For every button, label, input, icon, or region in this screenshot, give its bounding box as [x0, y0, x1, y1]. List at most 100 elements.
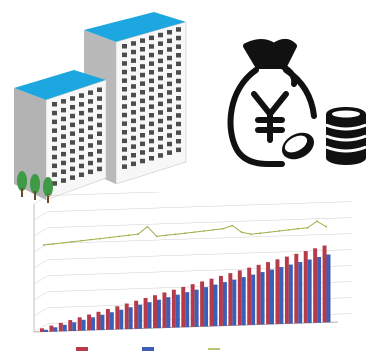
window [70, 175, 75, 180]
bar-series-2 [134, 300, 139, 329]
line-point [212, 229, 215, 231]
window [158, 84, 163, 89]
window [97, 149, 102, 154]
line-point [146, 225, 149, 228]
window [79, 163, 84, 169]
window [61, 116, 66, 122]
bar-series-2 [200, 281, 205, 327]
window [79, 119, 84, 125]
window [167, 64, 172, 69]
window [140, 64, 145, 69]
window [176, 35, 181, 41]
line-point [61, 242, 64, 244]
window [97, 87, 102, 92]
window [140, 81, 145, 86]
bar-series-1 [288, 264, 293, 324]
window [140, 90, 145, 95]
window [131, 161, 136, 167]
window [149, 70, 154, 75]
window [158, 110, 163, 115]
window [52, 172, 57, 177]
gridline [47, 233, 353, 244]
window [167, 107, 172, 112]
gridline [33, 307, 49, 317]
window [176, 113, 181, 118]
window [52, 154, 57, 160]
window [122, 61, 127, 66]
window [70, 140, 75, 145]
line-point [203, 230, 205, 232]
bar-series-2 [247, 267, 252, 325]
line-point [99, 237, 102, 240]
window [52, 102, 57, 107]
window [70, 122, 75, 128]
window [149, 61, 154, 66]
bar-series-1 [119, 309, 124, 330]
window [97, 96, 102, 101]
window [52, 119, 57, 125]
line-point [174, 233, 177, 236]
window [88, 108, 93, 113]
window [122, 69, 127, 75]
window [167, 38, 172, 44]
line-point [268, 231, 271, 233]
window [140, 141, 145, 147]
window [61, 99, 66, 104]
window [70, 157, 75, 163]
window [70, 113, 75, 119]
window [167, 150, 172, 155]
window [158, 67, 163, 72]
gridline [47, 249, 353, 260]
apartment-buildings-icon [14, 12, 187, 203]
window [79, 146, 84, 151]
window [61, 160, 66, 166]
bar-series-1 [62, 324, 67, 332]
bar-series-2 [266, 262, 271, 325]
bar-series-2 [49, 325, 54, 332]
gridline [33, 211, 49, 221]
window [140, 38, 145, 43]
window [149, 113, 154, 118]
line-point [127, 234, 130, 237]
bar-series-2 [143, 297, 148, 329]
bar-series-1 [166, 297, 171, 328]
window [176, 96, 181, 101]
window [97, 166, 102, 172]
legend-swatch [76, 347, 88, 351]
line-point [184, 232, 187, 235]
bar-series-1 [213, 284, 218, 327]
bar-series-1 [109, 312, 114, 330]
line-point [297, 227, 299, 230]
window [131, 41, 136, 46]
window [79, 110, 84, 116]
window [122, 138, 127, 144]
window [149, 35, 154, 41]
bar-series-2 [96, 311, 101, 331]
chart-area [0, 185, 382, 356]
bar-series-2 [284, 256, 289, 324]
line-point [221, 227, 224, 230]
window [140, 107, 145, 112]
window [149, 104, 154, 109]
gridline [47, 185, 353, 196]
window [70, 105, 75, 110]
window [140, 158, 145, 164]
bar-series-2 [115, 306, 120, 330]
bar-series-2 [162, 292, 167, 328]
window [131, 144, 136, 149]
tall-building-windows [122, 27, 181, 169]
bar-series-1 [307, 259, 312, 323]
bar-series-2 [40, 328, 44, 332]
window [131, 101, 136, 106]
window [79, 128, 84, 133]
bar-series-1 [241, 277, 246, 326]
window [88, 116, 93, 122]
window [97, 131, 102, 136]
bar-series-1 [156, 299, 161, 329]
window [176, 139, 181, 144]
window [149, 156, 154, 161]
window [149, 78, 154, 84]
chart-line [42, 220, 328, 246]
gridline [33, 291, 49, 301]
window [149, 130, 154, 135]
